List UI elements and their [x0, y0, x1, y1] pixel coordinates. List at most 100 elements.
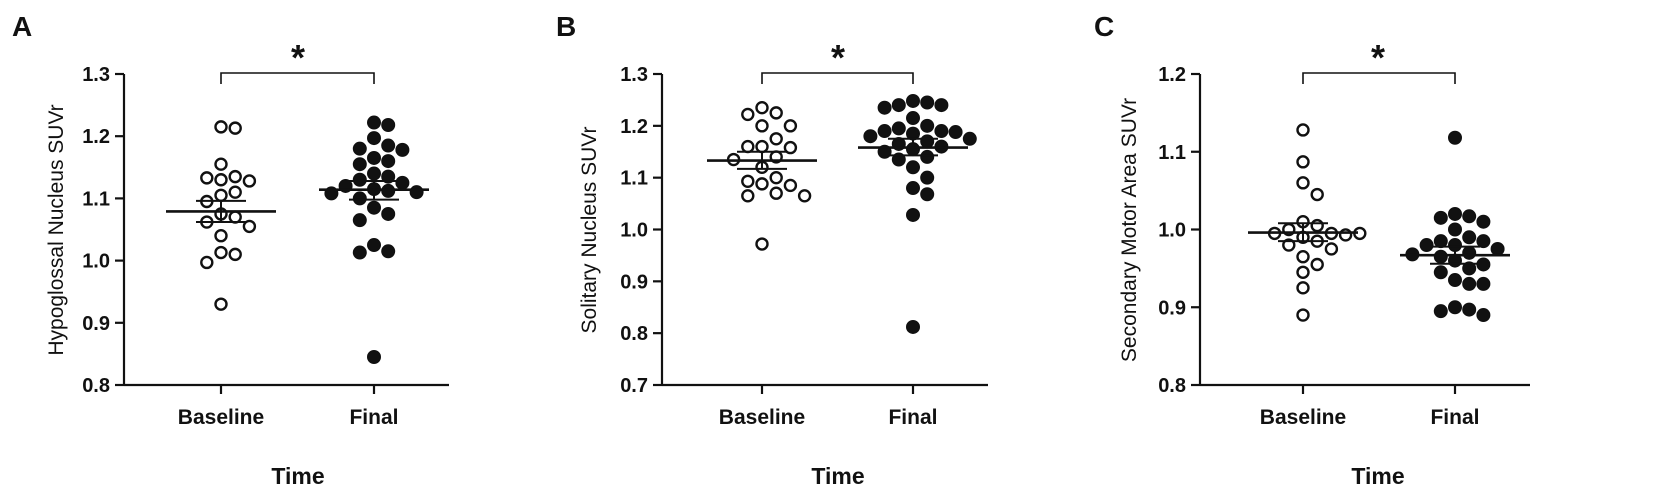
data-point [367, 238, 381, 253]
data-point [395, 175, 410, 190]
data-point [1296, 123, 1310, 137]
data-point [395, 142, 410, 157]
data-point [783, 119, 798, 133]
data-point [1433, 304, 1448, 319]
data-point [891, 98, 906, 113]
data-point [1462, 230, 1477, 245]
data-point [769, 132, 783, 146]
data-point [367, 115, 381, 130]
data-point [381, 154, 396, 169]
data-point [769, 186, 783, 200]
y-tick-label: 0.9 [82, 313, 110, 335]
data-point [1462, 209, 1477, 224]
data-point [783, 140, 798, 155]
data-point [352, 172, 367, 187]
data-point [381, 169, 396, 184]
y-tick-label: 1.1 [620, 168, 648, 190]
data-point [1433, 210, 1448, 225]
data-point [242, 219, 257, 234]
data-point [783, 178, 798, 193]
x-tick-label: Final [888, 406, 937, 429]
data-point [906, 319, 920, 334]
y-axis-label: Solitary Nucleus SUVr [578, 127, 601, 334]
data-point [367, 166, 381, 181]
data-point [920, 170, 935, 185]
data-point [352, 157, 367, 172]
data-point [1448, 222, 1462, 237]
data-point [920, 187, 935, 202]
panel-b: B Solitary Nucleus SUVr Time * 0.7 0.8 0.9… [556, 11, 988, 489]
panel-c: C Secondary Motor Area SUVr Time * 0.8 0.… [1094, 11, 1530, 489]
data-point [1310, 257, 1324, 272]
data-point [1296, 155, 1310, 169]
y-tick-label: 1.1 [1158, 142, 1186, 164]
x-axis-label: Time [271, 463, 324, 489]
data-point [755, 119, 769, 133]
x-tick-label: Baseline [719, 406, 805, 429]
data-point [755, 139, 769, 154]
x-axis-label: Time [1351, 463, 1404, 489]
y-tick-label: 1.0 [620, 220, 648, 242]
y-tick-label: 0.8 [82, 375, 110, 397]
significance-bracket [220, 72, 375, 84]
data-point [906, 93, 920, 108]
data-point [1490, 241, 1505, 256]
y-tick-label: 0.8 [620, 323, 648, 345]
significance-star: * [291, 37, 305, 78]
data-point [1462, 276, 1477, 291]
data-point [214, 297, 228, 311]
panel-letter: C [1094, 11, 1114, 42]
y-tick-label: 0.9 [620, 271, 648, 293]
data-point [1419, 238, 1434, 253]
data-point [877, 100, 892, 115]
data-point [381, 206, 396, 221]
data-point [906, 181, 920, 196]
data-point [214, 173, 228, 187]
significance-bracket [1302, 72, 1456, 84]
data-point [1296, 308, 1310, 322]
y-tick-label: 1.0 [82, 251, 110, 273]
x-tick-label: Baseline [1260, 406, 1346, 429]
data-point [934, 124, 949, 139]
data-point [352, 191, 367, 206]
data-point [409, 185, 424, 200]
data-point [228, 247, 242, 262]
data-point [920, 149, 935, 164]
y-tick-label: 1.2 [620, 116, 648, 138]
data-point [214, 157, 228, 171]
data-point [352, 213, 367, 228]
y-tick-label: 1.0 [1158, 220, 1186, 242]
data-point [877, 124, 892, 139]
data-point [367, 350, 381, 365]
data-point [906, 207, 920, 222]
data-point [200, 255, 214, 270]
data-point [352, 141, 367, 156]
data-point [1282, 238, 1296, 252]
data-point [891, 121, 906, 136]
x-tick-label: Baseline [178, 406, 264, 429]
data-point [1476, 234, 1491, 249]
data-point [863, 129, 878, 144]
data-point [1448, 273, 1462, 288]
data-point [228, 185, 242, 199]
data-point [906, 111, 920, 126]
data-point [214, 245, 228, 260]
panel-a: A Hypoglossal Nucleus SUVr Time * 0.8 0.9… [12, 11, 449, 489]
data-point [352, 245, 367, 260]
y-tick-label: 1.3 [82, 64, 110, 86]
data-point [1338, 228, 1353, 242]
y-tick-label: 1.3 [620, 64, 648, 86]
data-point [242, 174, 257, 188]
data-point [367, 200, 381, 215]
significance-bracket [761, 72, 914, 84]
data-point [906, 160, 920, 175]
x-tick-label: Final [1430, 406, 1479, 429]
data-point [1296, 281, 1310, 295]
data-point [755, 177, 769, 191]
significance-star: * [831, 37, 845, 78]
data-point [200, 171, 214, 185]
data-point [1310, 187, 1324, 202]
data-point [228, 210, 242, 224]
data-point [741, 139, 755, 154]
